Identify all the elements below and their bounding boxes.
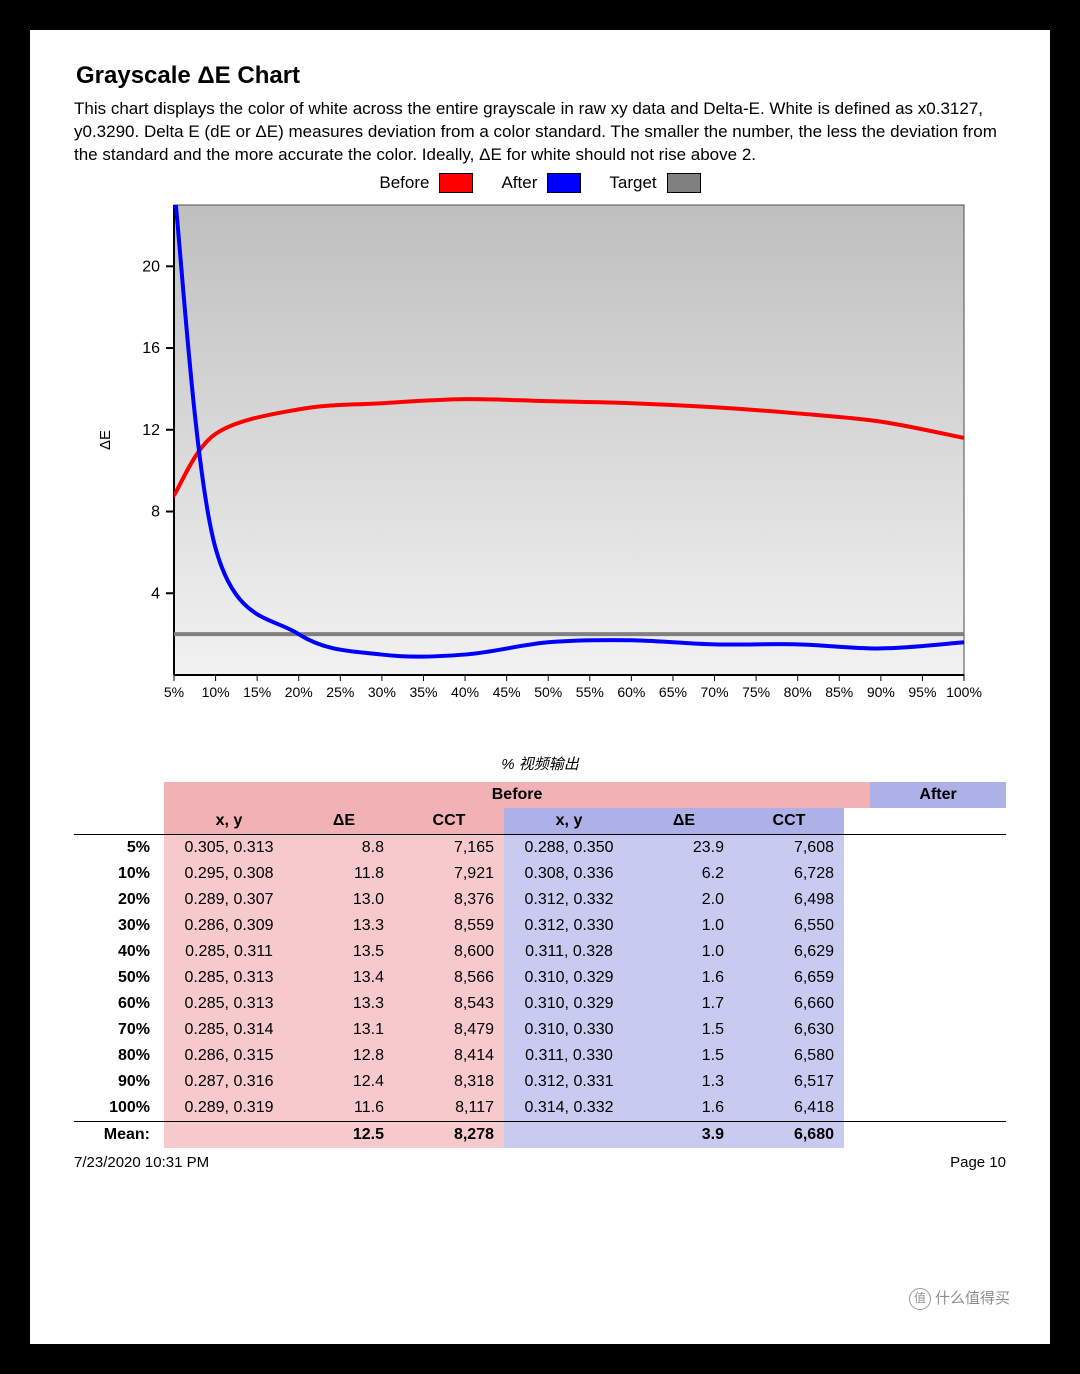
table-row: 60%0.285, 0.31313.38,5430.310, 0.3291.76… (74, 991, 1006, 1017)
legend-item-before: Before (379, 173, 473, 193)
svg-text:4: 4 (151, 585, 160, 602)
table-row: 70%0.285, 0.31413.18,4790.310, 0.3301.56… (74, 1017, 1006, 1043)
svg-text:55%: 55% (576, 684, 604, 700)
table-header-before: Before (164, 782, 870, 808)
table-row: 20%0.289, 0.30713.08,3760.312, 0.3322.06… (74, 887, 1006, 913)
svg-text:100%: 100% (946, 684, 982, 700)
svg-text:65%: 65% (659, 684, 687, 700)
svg-text:50%: 50% (534, 684, 562, 700)
svg-text:5%: 5% (164, 684, 184, 700)
svg-text:35%: 35% (409, 684, 437, 700)
watermark-text: 什么值得买 (935, 1290, 1010, 1307)
svg-text:80%: 80% (784, 684, 812, 700)
svg-text:16: 16 (142, 340, 160, 357)
legend-label-before: Before (379, 173, 429, 193)
svg-text:ΔE: ΔE (97, 430, 114, 450)
report-page: Grayscale ΔE Chart This chart displays t… (30, 30, 1050, 1344)
table-row: 30%0.286, 0.30913.38,5590.312, 0.3301.06… (74, 913, 1006, 939)
x-axis-title: % 视频输出 (74, 753, 1006, 774)
table-row: 100%0.289, 0.31911.68,1170.314, 0.3321.6… (74, 1095, 1006, 1121)
legend-item-target: Target (609, 173, 700, 193)
svg-text:90%: 90% (867, 684, 895, 700)
legend-item-after: After (501, 173, 581, 193)
chart-area: 4 8 12 16 20 ΔE 5% 10% 15% 20% 25% 30% 35% 40% 45% 50% 5… (74, 195, 1006, 755)
chart-legend: Before After Target (74, 173, 1006, 193)
chart-description: This chart displays the color of white a… (74, 98, 1006, 167)
table-row: 90%0.287, 0.31612.48,3180.312, 0.3311.36… (74, 1069, 1006, 1095)
svg-text:20: 20 (142, 258, 160, 275)
svg-text:40%: 40% (451, 684, 479, 700)
table-row: 10%0.295, 0.30811.87,9210.308, 0.3366.26… (74, 861, 1006, 887)
svg-text:30%: 30% (368, 684, 396, 700)
legend-swatch-after (547, 173, 581, 193)
svg-text:12: 12 (142, 422, 160, 439)
table-row: 40%0.285, 0.31113.58,6000.311, 0.3281.06… (74, 939, 1006, 965)
page-title: Grayscale ΔE Chart (76, 62, 1006, 90)
footer-timestamp: 7/23/2020 10:31 PM (74, 1154, 209, 1171)
table-header-after: After (870, 782, 1006, 808)
svg-text:20%: 20% (285, 684, 313, 700)
svg-text:60%: 60% (617, 684, 645, 700)
page-footer: 7/23/2020 10:31 PM Page 10 (74, 1154, 1006, 1171)
grayscale-de-chart: 4 8 12 16 20 ΔE 5% 10% 15% 20% 25% 30% 35% 40% 45% 50% 5… (74, 195, 1004, 725)
legend-swatch-before (439, 173, 473, 193)
svg-text:25%: 25% (326, 684, 354, 700)
data-table: BeforeAfterx, yΔECCTx, yΔECCT5%0.305, 0.… (74, 782, 1006, 1148)
legend-swatch-target (667, 173, 701, 193)
svg-text:95%: 95% (908, 684, 936, 700)
legend-label-target: Target (609, 173, 656, 193)
footer-page: Page 10 (950, 1154, 1006, 1171)
svg-text:10%: 10% (202, 684, 230, 700)
svg-text:8: 8 (151, 503, 160, 520)
table-mean-row: Mean:12.58,2783.96,680 (74, 1121, 1006, 1148)
watermark: 值什么值得买 (909, 1287, 1010, 1310)
svg-text:75%: 75% (742, 684, 770, 700)
svg-text:85%: 85% (825, 684, 853, 700)
table-row: 80%0.286, 0.31512.88,4140.311, 0.3301.56… (74, 1043, 1006, 1069)
legend-label-after: After (501, 173, 537, 193)
table-row: 5%0.305, 0.3138.87,1650.288, 0.35023.97,… (74, 834, 1006, 861)
svg-text:70%: 70% (701, 684, 729, 700)
svg-text:45%: 45% (493, 684, 521, 700)
svg-text:15%: 15% (243, 684, 271, 700)
table-row: 50%0.285, 0.31313.48,5660.310, 0.3291.66… (74, 965, 1006, 991)
